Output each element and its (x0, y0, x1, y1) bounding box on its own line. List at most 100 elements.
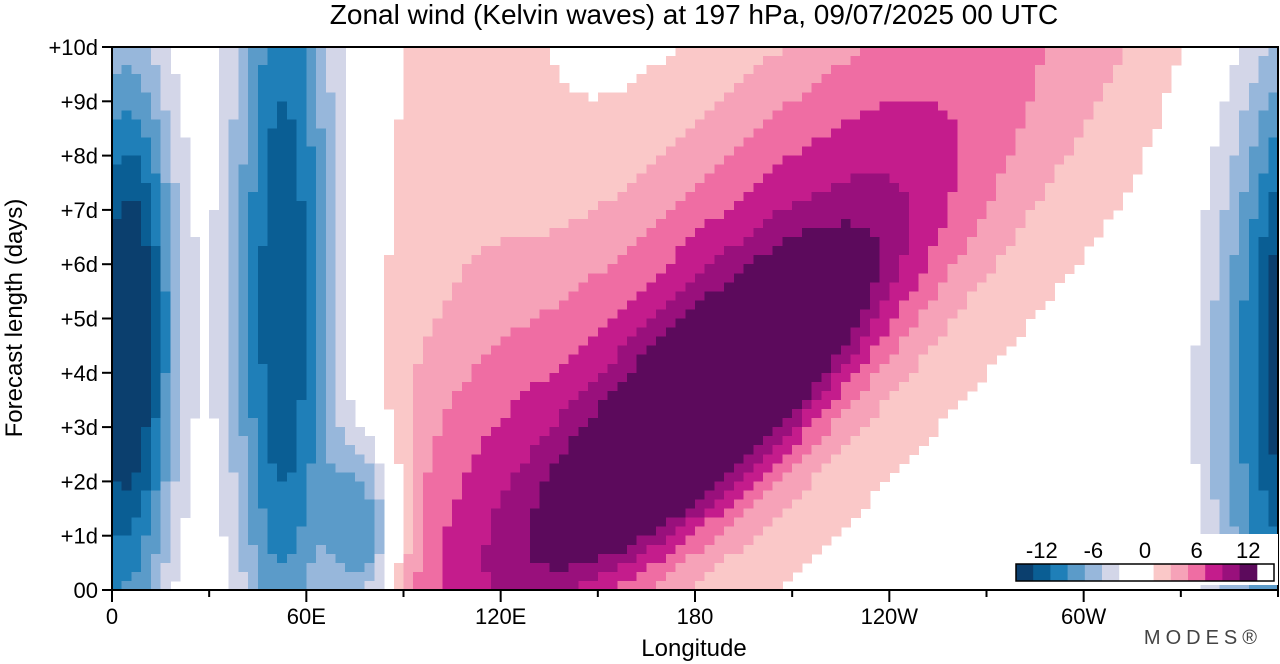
field-cell (228, 390, 239, 401)
field-cell (782, 92, 793, 102)
field-cell (549, 418, 560, 428)
field-cell (170, 83, 181, 93)
field-cell (937, 74, 949, 84)
field-cell (316, 381, 327, 392)
field-cell (782, 327, 793, 338)
field-cell (879, 83, 890, 93)
field-cell (792, 481, 803, 492)
field-cell (860, 209, 871, 220)
field-cell (636, 218, 648, 229)
field-cell (811, 173, 822, 184)
field-cell (432, 173, 443, 184)
field-cell (529, 273, 541, 283)
field-cell (850, 56, 861, 66)
field-cell (918, 409, 929, 419)
field-cell (646, 309, 657, 320)
field-cell (792, 182, 803, 193)
field-cell (500, 291, 511, 301)
field-cell (578, 490, 589, 501)
field-cell (646, 390, 657, 401)
field-cell (1025, 65, 1036, 75)
field-cell (1054, 137, 1065, 148)
field-cell (986, 119, 997, 130)
field-cell (1064, 110, 1075, 120)
field-cell (529, 173, 541, 184)
field-cell (840, 309, 852, 320)
field-cell (1229, 164, 1240, 175)
field-cell (1229, 454, 1240, 464)
field-cell (1054, 255, 1065, 265)
field-cell (238, 472, 249, 482)
field-cell (131, 463, 142, 473)
field-cell (850, 182, 861, 193)
field-cell (724, 318, 735, 329)
field-cell (685, 65, 696, 75)
field-cell (850, 454, 861, 464)
field-cell (1122, 137, 1133, 148)
field-cell (1268, 372, 1279, 383)
field-cell (1268, 354, 1279, 365)
field-cell (899, 119, 910, 130)
field-cell (996, 128, 1007, 139)
field-cell (957, 300, 968, 311)
field-cell (170, 409, 181, 419)
field-cell (1073, 56, 1085, 66)
field-cell (753, 390, 764, 401)
field-cell (899, 436, 910, 446)
field-cell (1025, 182, 1036, 193)
field-cell (899, 336, 910, 347)
field-cell (131, 209, 142, 220)
field-cell (1268, 481, 1279, 492)
field-cell (656, 155, 667, 166)
field-cell (413, 47, 424, 57)
field-cell (539, 228, 550, 238)
field-cell (452, 155, 463, 166)
field-cell (646, 209, 657, 220)
field-cell (811, 264, 822, 274)
field-cell (461, 327, 473, 338)
field-cell (452, 200, 463, 211)
field-cell (578, 264, 589, 274)
field-cell (1035, 282, 1046, 292)
field-cell (325, 399, 337, 410)
field-cell (141, 409, 152, 419)
field-cell (141, 110, 152, 120)
field-cell (675, 47, 686, 57)
field-cell (141, 264, 152, 274)
field-cell (1239, 119, 1250, 130)
field-cell (500, 399, 511, 410)
field-cell (996, 119, 1007, 130)
field-cell (471, 200, 482, 211)
field-cell (306, 409, 317, 419)
field-cell (257, 173, 269, 184)
field-cell (180, 155, 191, 166)
field-cell (850, 490, 861, 501)
field-cell (743, 264, 754, 274)
field-cell (996, 191, 1007, 202)
field-cell (879, 128, 890, 139)
field-cell (1093, 83, 1104, 93)
field-cell (656, 291, 667, 301)
field-cell (170, 372, 181, 383)
field-cell (1005, 300, 1017, 311)
field-cell (1258, 318, 1269, 329)
field-cell (937, 273, 949, 283)
field-cell (1044, 209, 1056, 220)
field-cell (957, 282, 968, 292)
field-cell (461, 255, 473, 265)
field-cell (782, 74, 793, 84)
field-cell (267, 119, 278, 130)
field-cell (539, 445, 550, 455)
field-cell (617, 300, 628, 311)
field-cell (452, 128, 463, 139)
field-cell (1200, 291, 1211, 301)
field-cell (306, 246, 317, 256)
field-cell (549, 264, 560, 274)
field-cell (617, 128, 628, 139)
field-cell (296, 345, 307, 356)
field-cell (452, 336, 463, 347)
field-cell (1083, 218, 1094, 229)
field-cell (1219, 119, 1231, 130)
field-cell (1200, 454, 1211, 464)
field-cell (558, 101, 570, 111)
